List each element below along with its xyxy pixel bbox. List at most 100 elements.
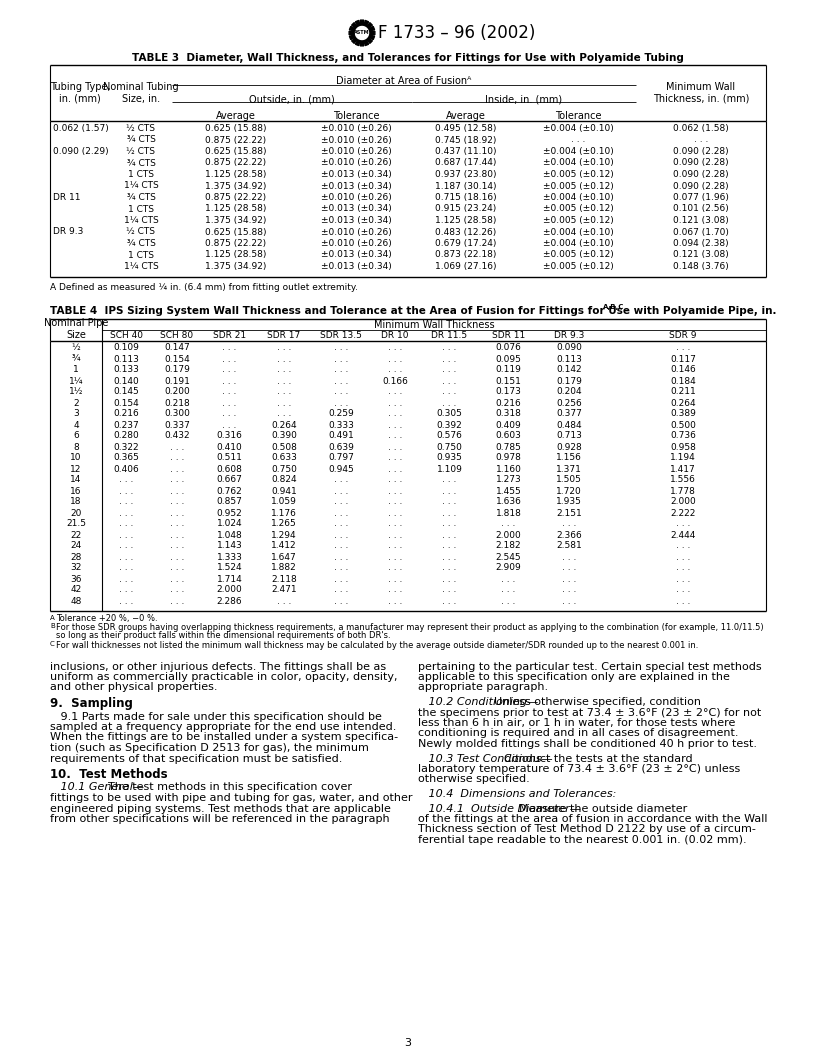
Text: 0.715 (18.16): 0.715 (18.16) — [435, 193, 497, 202]
Text: 1¼ CTS: 1¼ CTS — [124, 216, 158, 225]
Text: 0.915 (23.24): 0.915 (23.24) — [436, 205, 497, 213]
Text: 1.143: 1.143 — [216, 542, 242, 550]
Polygon shape — [365, 41, 369, 45]
Polygon shape — [371, 32, 375, 35]
Text: ±0.004 (±0.10): ±0.004 (±0.10) — [543, 124, 614, 133]
Text: . . .: . . . — [388, 542, 402, 550]
Text: 0.090: 0.090 — [556, 343, 582, 353]
Text: ±0.013 (±0.34): ±0.013 (±0.34) — [321, 216, 392, 225]
Text: 0.667: 0.667 — [216, 475, 242, 485]
Text: . . .: . . . — [388, 585, 402, 595]
Text: 0.392: 0.392 — [437, 420, 463, 430]
Text: 0.875 (22.22): 0.875 (22.22) — [206, 239, 267, 248]
Polygon shape — [370, 26, 375, 31]
Text: 0.511: 0.511 — [216, 453, 242, 463]
Text: 0.090 (2.28): 0.090 (2.28) — [673, 158, 729, 168]
Text: 2.000: 2.000 — [216, 585, 242, 595]
Text: ±0.005 (±0.12): ±0.005 (±0.12) — [543, 250, 614, 260]
Text: . . .: . . . — [277, 377, 291, 385]
Text: Average: Average — [216, 111, 256, 121]
Text: TABLE 3  Diameter, Wall Thickness, and Tolerances for Fittings for Use with Poly: TABLE 3 Diameter, Wall Thickness, and To… — [132, 53, 684, 63]
Text: . . .: . . . — [334, 388, 348, 396]
Text: Tolerance: Tolerance — [555, 111, 601, 121]
Text: 2.151: 2.151 — [557, 509, 582, 517]
Text: . . .: . . . — [388, 487, 402, 495]
Text: 0.406: 0.406 — [113, 465, 140, 473]
Text: ±0.013 (±0.34): ±0.013 (±0.34) — [321, 262, 392, 271]
Polygon shape — [368, 22, 372, 27]
Text: 2.909: 2.909 — [495, 564, 521, 572]
Text: 14: 14 — [70, 475, 82, 485]
Text: from other specifications will be referenced in the paragraph: from other specifications will be refere… — [50, 814, 389, 824]
Text: sampled at a frequency appropriate for the end use intended.: sampled at a frequency appropriate for t… — [50, 722, 397, 732]
Text: 0.259: 0.259 — [328, 410, 354, 418]
Text: ±0.013 (±0.34): ±0.013 (±0.34) — [321, 170, 392, 180]
Text: 0.875 (22.22): 0.875 (22.22) — [206, 158, 267, 168]
Text: 0.184: 0.184 — [670, 377, 696, 385]
Text: Tolerance +20 %, −0 %.: Tolerance +20 %, −0 %. — [56, 615, 157, 623]
Text: 0.076: 0.076 — [495, 343, 521, 353]
Text: . . .: . . . — [222, 398, 237, 408]
Text: 0.875 (22.22): 0.875 (22.22) — [206, 193, 267, 202]
Text: ½ CTS: ½ CTS — [126, 147, 156, 156]
Text: 18: 18 — [70, 497, 82, 507]
Text: 2.000: 2.000 — [670, 497, 696, 507]
Text: 1.125 (28.58): 1.125 (28.58) — [435, 216, 497, 225]
Text: . . .: . . . — [334, 552, 348, 562]
Text: ±0.013 (±0.34): ±0.013 (±0.34) — [321, 250, 392, 260]
Text: . . .: . . . — [334, 520, 348, 528]
Text: . . .: . . . — [334, 487, 348, 495]
Text: conditioning is required and in all cases of disagreement.: conditioning is required and in all case… — [418, 729, 738, 738]
Text: 1.125 (28.58): 1.125 (28.58) — [206, 205, 267, 213]
Text: . . .: . . . — [277, 355, 291, 363]
Text: 0.179: 0.179 — [556, 377, 582, 385]
Text: 10.4  Dimensions and Tolerances:: 10.4 Dimensions and Tolerances: — [418, 789, 616, 799]
Text: 0.200: 0.200 — [164, 388, 190, 396]
Text: ASTM: ASTM — [354, 31, 370, 36]
Text: 0.264: 0.264 — [271, 420, 297, 430]
Text: . . .: . . . — [170, 520, 184, 528]
Text: ±0.010 (±0.26): ±0.010 (±0.26) — [321, 227, 392, 237]
Text: 0.316: 0.316 — [216, 432, 242, 440]
Text: 2.545: 2.545 — [495, 552, 521, 562]
Text: 0.633: 0.633 — [271, 453, 297, 463]
Polygon shape — [349, 32, 353, 35]
Text: 0.736: 0.736 — [670, 432, 696, 440]
Text: ±0.010 (±0.26): ±0.010 (±0.26) — [321, 135, 392, 145]
Text: . . .: . . . — [676, 597, 690, 605]
Text: 0.121 (3.08): 0.121 (3.08) — [673, 216, 729, 225]
Text: . . .: . . . — [442, 509, 457, 517]
Text: 0.484: 0.484 — [557, 420, 582, 430]
Text: ±0.010 (±0.26): ±0.010 (±0.26) — [321, 124, 392, 133]
Text: 0.062 (1.58): 0.062 (1.58) — [673, 124, 729, 133]
Text: 0.978: 0.978 — [495, 453, 521, 463]
Text: 0.797: 0.797 — [328, 453, 354, 463]
Text: 1.882: 1.882 — [271, 564, 297, 572]
Text: ferential tape readable to the nearest 0.001 in. (0.02 mm).: ferential tape readable to the nearest 0… — [418, 835, 747, 845]
Text: 1.720: 1.720 — [557, 487, 582, 495]
Text: ±0.005 (±0.12): ±0.005 (±0.12) — [543, 182, 614, 190]
Text: ±0.010 (±0.26): ±0.010 (±0.26) — [321, 158, 392, 168]
Text: Average: Average — [446, 111, 486, 121]
Text: 0.639: 0.639 — [328, 442, 354, 452]
Text: ±0.013 (±0.34): ±0.013 (±0.34) — [321, 182, 392, 190]
Text: of the fittings at the area of fusion in accordance with the Wall: of the fittings at the area of fusion in… — [418, 814, 768, 824]
Text: requirements of that specification must be satisfied.: requirements of that specification must … — [50, 754, 343, 763]
Text: 0.365: 0.365 — [113, 453, 140, 463]
Text: DR 9.3: DR 9.3 — [53, 227, 83, 237]
Text: 0.687 (17.44): 0.687 (17.44) — [435, 158, 497, 168]
Text: Thickness section of Test Method D 2122 by use of a circum-: Thickness section of Test Method D 2122 … — [418, 825, 756, 834]
Text: 2.286: 2.286 — [217, 597, 242, 605]
Text: When the fittings are to be installed under a system specifica-: When the fittings are to be installed un… — [50, 733, 398, 742]
Text: 1.505: 1.505 — [556, 475, 582, 485]
Text: 0.094 (2.38): 0.094 (2.38) — [673, 239, 729, 248]
Polygon shape — [349, 26, 354, 31]
Text: 0.090 (2.28): 0.090 (2.28) — [673, 182, 729, 190]
Text: 0.090 (2.28): 0.090 (2.28) — [673, 147, 729, 156]
Text: . . .: . . . — [442, 487, 457, 495]
Text: . . .: . . . — [561, 564, 576, 572]
Text: . . .: . . . — [388, 343, 402, 353]
Text: uniform as commercially practicable in color, opacity, density,: uniform as commercially practicable in c… — [50, 672, 397, 682]
Text: Nominal Pipe
Size: Nominal Pipe Size — [44, 318, 109, 340]
Text: 10.2 Conditioning—: 10.2 Conditioning— — [418, 697, 539, 708]
